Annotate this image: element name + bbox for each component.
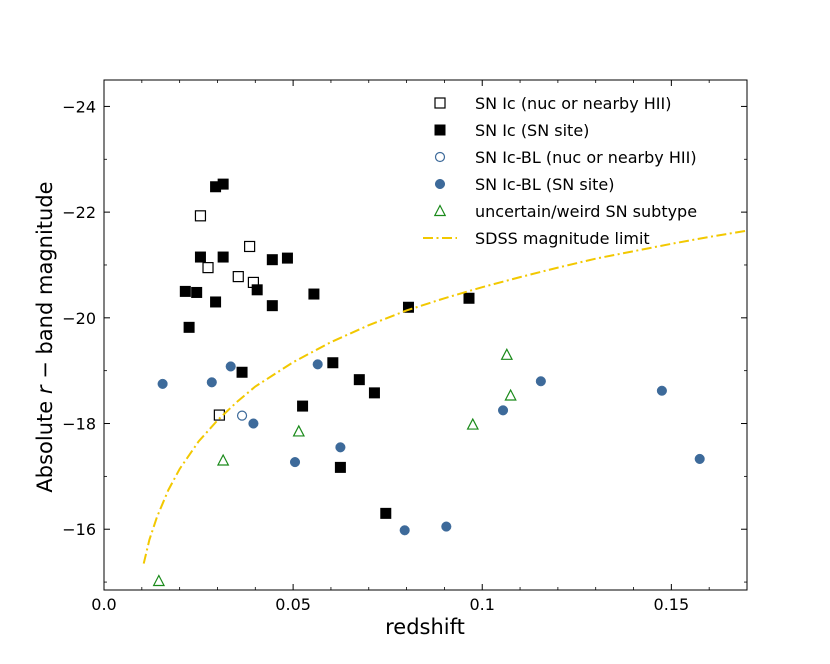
data-point-series-4	[292, 424, 305, 437]
axes: 0.0 0.05 0.1 0.15 −16 −18 −20 −22 −24	[62, 79, 748, 614]
data-point-series-1	[251, 284, 263, 296]
data-point-series-3	[497, 405, 509, 416]
data-point-series-1	[327, 357, 339, 369]
data-point-series-3	[335, 442, 346, 453]
data-point-series-4	[466, 417, 479, 430]
data-point-series-3	[206, 377, 217, 388]
data-point-series-1	[297, 400, 309, 412]
data-point-series-4	[500, 348, 514, 360]
data-point-series-1	[210, 296, 222, 308]
data-point-series-1	[463, 292, 475, 304]
y-tick-label: −24	[62, 97, 96, 116]
data-point-series-1	[194, 251, 206, 263]
y-axis-title: Absolute r − band magnitude	[33, 181, 57, 492]
legend-marker-0	[434, 97, 446, 109]
legend-label-5: SDSS magnitude limit	[475, 229, 650, 248]
x-axis-title: redshift	[385, 615, 465, 639]
data-point-series-3	[225, 361, 236, 372]
y-tick-label: −20	[62, 309, 96, 328]
data-point-series-2	[236, 410, 248, 421]
data-point-series-3	[248, 418, 259, 429]
data-point-series-1	[308, 288, 320, 300]
data-point-series-3	[656, 385, 667, 396]
data-point-series-4	[216, 453, 230, 466]
data-point-series-3	[441, 521, 452, 532]
data-point-series-0	[202, 262, 214, 274]
data-point-series-0	[244, 240, 256, 253]
data-point-series-1	[179, 285, 191, 297]
y-tick-label: −16	[62, 520, 96, 539]
data-point-series-1	[183, 321, 195, 333]
x-tick-label: 0.1	[470, 595, 495, 614]
data-point-series-3	[157, 378, 168, 389]
data-point-series-3	[535, 376, 546, 387]
y-axis-title-suffix: − band magnitude	[33, 181, 57, 385]
data-point-series-1	[368, 387, 380, 399]
plot-area	[142, 178, 747, 587]
legend-marker-1	[434, 124, 446, 136]
axes-frame	[103, 79, 748, 591]
data-point-series-4	[504, 388, 517, 401]
data-point-series-3	[399, 525, 410, 536]
y-tick-label: −18	[62, 415, 96, 434]
x-tick-label: 0.15	[654, 595, 690, 614]
data-point-series-1	[334, 461, 346, 473]
data-point-series-0	[194, 210, 207, 222]
data-point-series-1	[217, 251, 229, 263]
legend-label-3: SN Ic-BL (SN site)	[475, 175, 615, 194]
legend-label-4: uncertain/weird SN subtype	[475, 202, 697, 221]
legend-marker-2	[434, 151, 446, 163]
data-point-series-1	[402, 301, 414, 313]
legend-marker-3	[434, 178, 446, 190]
data-point-series-1	[266, 300, 278, 312]
y-tick-label: −22	[62, 203, 96, 222]
data-point-series-1	[281, 252, 293, 264]
data-point-series-3	[289, 457, 301, 468]
data-point-series-0	[232, 271, 244, 283]
legend-label-0: SN Ic (nuc or nearby HII)	[475, 94, 671, 113]
data-point-series-1	[380, 507, 392, 519]
data-point-series-1	[236, 366, 248, 378]
data-point-series-4	[152, 574, 166, 587]
data-point-series-1	[353, 374, 365, 386]
legend-marker-4	[433, 204, 447, 217]
data-point-series-1	[191, 286, 203, 298]
data-point-series-3	[694, 453, 705, 464]
series-line-sdss-limit	[142, 229, 747, 564]
y-axis-title-prefix: Absolute	[33, 394, 57, 492]
legend-label-1: SN Ic (SN site)	[475, 121, 589, 140]
data-point-series-1	[217, 178, 229, 190]
legend: SN Ic (nuc or nearby HII) SN Ic (SN site)…	[423, 94, 697, 248]
data-point-series-3	[312, 359, 323, 370]
data-point-series-1	[266, 254, 278, 266]
legend-label-2: SN Ic-BL (nuc or nearby HII)	[475, 148, 697, 167]
y-axis-title-var: r	[33, 384, 57, 394]
x-tick-label: 0.05	[275, 595, 311, 614]
x-tick-label: 0.0	[91, 595, 116, 614]
